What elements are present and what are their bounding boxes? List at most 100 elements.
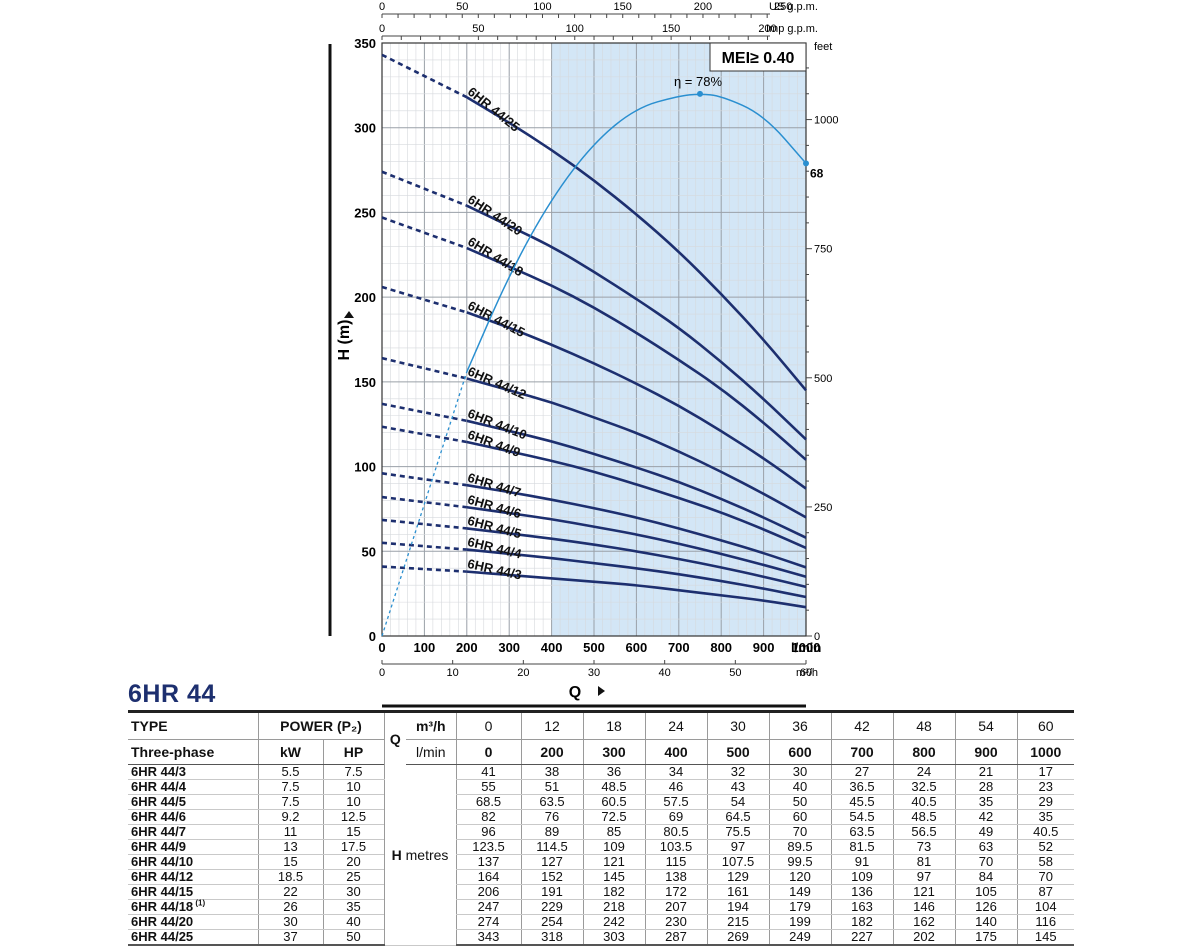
table-row: 6HR 44/20 30 40 274 254 242 230 215 199 182 162 140…	[128, 914, 1075, 930]
feet-tick-label: 250	[814, 502, 832, 514]
head-value-cell: 21	[954, 764, 1018, 780]
head-value-cell: 40	[768, 779, 832, 795]
head-value-cell: 42	[954, 809, 1018, 825]
head-value-cell: 50	[768, 794, 832, 810]
head-value-cell: 34	[644, 764, 708, 780]
lmin-header-cell: 300	[582, 739, 646, 765]
head-value-cell: 218	[582, 899, 646, 915]
impgpm-tick-label: 100	[566, 23, 584, 35]
table-row: 6HR 44/3 5.5 7.5 H metres 41 38 36 34 32 30 27 24 21…	[128, 764, 1075, 946]
head-value-cell: 105	[954, 884, 1018, 900]
m3h-unit-label: m³/h	[796, 667, 818, 679]
head-value-cell: 287	[644, 929, 708, 946]
efficiency-peak-label: η = 78%	[674, 74, 723, 89]
head-value-cell: 164	[455, 869, 522, 885]
head-value-cell: 149	[768, 884, 832, 900]
m3h-header-cell: 36	[768, 710, 832, 740]
head-value-cell: 103.5	[644, 839, 708, 855]
impgpm-tick-label: 50	[472, 23, 484, 35]
head-value-cell: 60.5	[582, 794, 646, 810]
head-value-cell: 70	[1016, 869, 1075, 885]
head-value-cell: 96	[455, 824, 522, 840]
curve-dashed	[381, 285, 468, 314]
head-value-cell: 35	[1016, 809, 1075, 825]
head-value-cell: 182	[582, 884, 646, 900]
efficiency-curve	[466, 93, 807, 373]
efficiency-end-label: 68	[810, 166, 824, 180]
head-value-cell: 45.5	[830, 794, 894, 810]
curve	[466, 419, 807, 539]
head-value-cell: 230	[644, 914, 708, 930]
m3h-tick-label: 20	[517, 667, 529, 679]
kw-cell: 13	[257, 839, 323, 855]
efficiency-curve-dashed	[381, 371, 468, 637]
hp-cell: 12.5	[322, 809, 385, 825]
table-row: 6HR 44/18 (1) 26 35 247 229 218 207 194 179 163 14…	[128, 898, 1075, 915]
head-value-cell: 32	[706, 764, 770, 780]
lmin-header-cell: 900	[954, 739, 1018, 765]
usgpm-tick-label: 50	[456, 1, 468, 13]
feet-unit-label: feet	[814, 41, 832, 53]
curve	[466, 246, 807, 461]
hp-header: HP	[322, 739, 385, 765]
m3h-unit-header: m³/h	[406, 710, 457, 740]
table-row: 6HR 44/5 7.5 10 68.5 63.5 60.5 57.5 54 50 45.5 40.…	[128, 794, 1075, 810]
curve	[466, 527, 807, 589]
head-value-cell: 229	[520, 899, 584, 915]
head-value-cell: 63	[954, 839, 1018, 855]
type-cell: 6HR 44/3	[128, 764, 258, 780]
head-value-cell: 191	[520, 884, 584, 900]
head-value-cell: 80.5	[644, 824, 708, 840]
type-cell: 6HR 44/9	[128, 839, 258, 855]
lmin-header-cell: 0	[455, 739, 522, 765]
lmin-header-cell: 700	[830, 739, 894, 765]
x-axis-arrow-icon	[598, 686, 605, 696]
head-value-cell: 303	[582, 929, 646, 946]
y-axis-arrow-icon	[344, 311, 354, 318]
head-value-cell: 343	[455, 929, 522, 946]
head-value-cell: 227	[830, 929, 894, 946]
head-value-cell: 114.5	[520, 839, 584, 855]
head-value-cell: 81	[892, 854, 956, 870]
type-cell: 6HR 44/10	[128, 854, 258, 870]
usgpm-tick-label: 250	[774, 1, 792, 13]
head-value-cell: 207	[644, 899, 708, 915]
kw-cell: 37	[257, 929, 323, 946]
y-tick-label: 100	[354, 460, 376, 475]
head-value-cell: 97	[706, 839, 770, 855]
head-value-cell: 194	[706, 899, 770, 915]
head-value-cell: 29	[1016, 794, 1075, 810]
x-tick-label: 0	[378, 640, 385, 655]
table-row: 6HR 44/4 7.5 10 55 51 48.5 46 43 40 36.5 32.5 28 23	[128, 779, 1075, 795]
head-value-cell: 73	[892, 839, 956, 855]
feet-tick-label: 500	[814, 373, 832, 385]
head-value-cell: 249	[768, 929, 832, 946]
m3h-tick-label: 10	[447, 667, 459, 679]
y-tick-label: 0	[369, 629, 376, 644]
head-value-cell: 269	[706, 929, 770, 946]
curve	[466, 440, 807, 550]
y-tick-label: 250	[354, 205, 376, 220]
m3h-header-cell: 0	[455, 710, 522, 740]
type-cell: 6HR 44/7	[128, 824, 258, 840]
usgpm-tick-label: 0	[379, 1, 385, 13]
hp-cell: 35	[322, 899, 385, 915]
y-axis-label: H (m)	[336, 320, 353, 361]
power-header: POWER (P₂)	[257, 710, 385, 740]
m3h-header-cell: 30	[706, 710, 770, 740]
x-tick-label: 400	[541, 640, 563, 655]
type-cell: 6HR 44/15	[128, 884, 258, 900]
m3h-header-cell: 60	[1016, 710, 1075, 740]
head-value-cell: 140	[954, 914, 1018, 930]
head-value-cell: 199	[768, 914, 832, 930]
table-row: 6HR 44/6 9.2 12.5 82 76 72.5 69 64.5 60 54.5 48.5 4…	[128, 809, 1075, 825]
head-value-cell: 70	[954, 854, 1018, 870]
footnote-marker: (1)	[193, 898, 206, 908]
x-tick-label: 600	[626, 640, 648, 655]
m3h-header-cell: 42	[830, 710, 894, 740]
table-row: 6HR 44/7 11 15 96 89 85 80.5 75.5 70 63.5 56.5 49 40…	[128, 824, 1075, 840]
kw-cell: 5.5	[257, 764, 323, 780]
head-value-cell: 274	[455, 914, 522, 930]
curve-dashed	[381, 170, 468, 207]
